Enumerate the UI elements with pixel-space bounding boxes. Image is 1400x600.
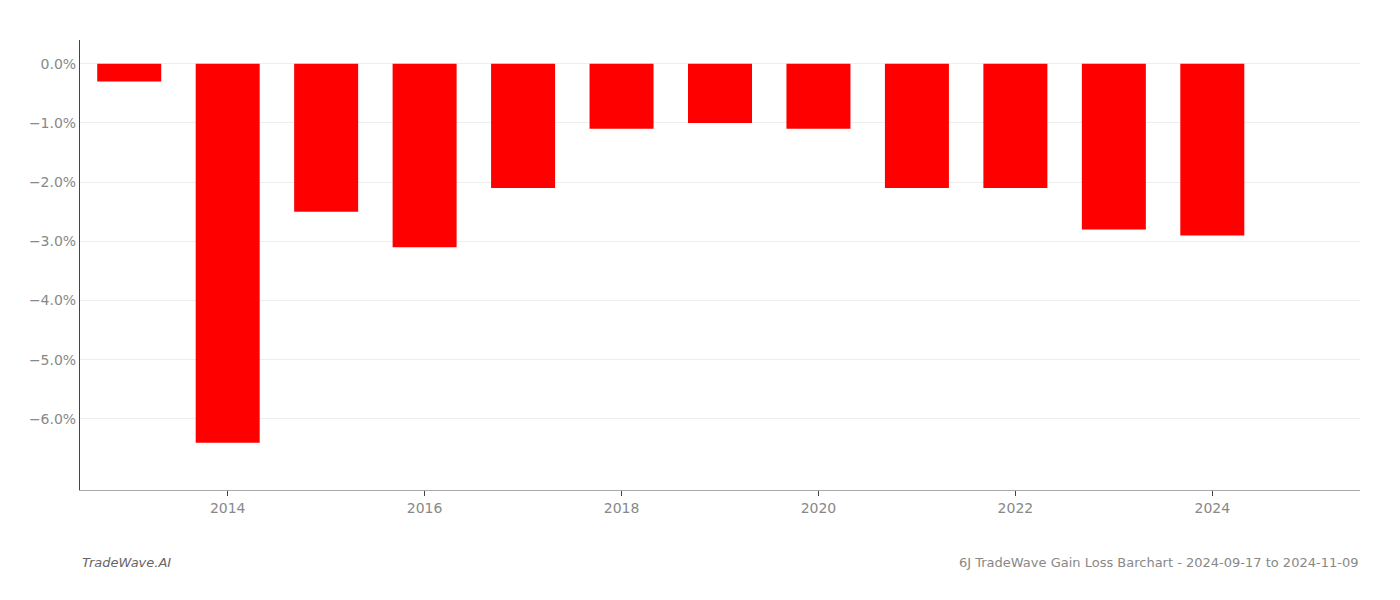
svg-text:2022: 2022	[998, 500, 1034, 516]
svg-text:2018: 2018	[604, 500, 640, 516]
svg-text:6J TradeWave Gain Loss Barchar: 6J TradeWave Gain Loss Barchart - 2024-0…	[959, 555, 1358, 570]
svg-text:−4.0%: −4.0%	[29, 292, 76, 308]
svg-text:−5.0%: −5.0%	[29, 352, 76, 368]
svg-text:2020: 2020	[801, 500, 837, 516]
svg-text:2014: 2014	[210, 500, 246, 516]
svg-text:−6.0%: −6.0%	[29, 411, 76, 427]
svg-text:−2.0%: −2.0%	[29, 174, 76, 190]
svg-text:2024: 2024	[1194, 500, 1230, 516]
svg-text:−3.0%: −3.0%	[29, 233, 76, 249]
svg-text:−1.0%: −1.0%	[29, 115, 76, 131]
svg-text:2016: 2016	[407, 500, 443, 516]
svg-text:TradeWave.AI: TradeWave.AI	[82, 555, 171, 570]
svg-text:0.0%: 0.0%	[41, 56, 77, 72]
